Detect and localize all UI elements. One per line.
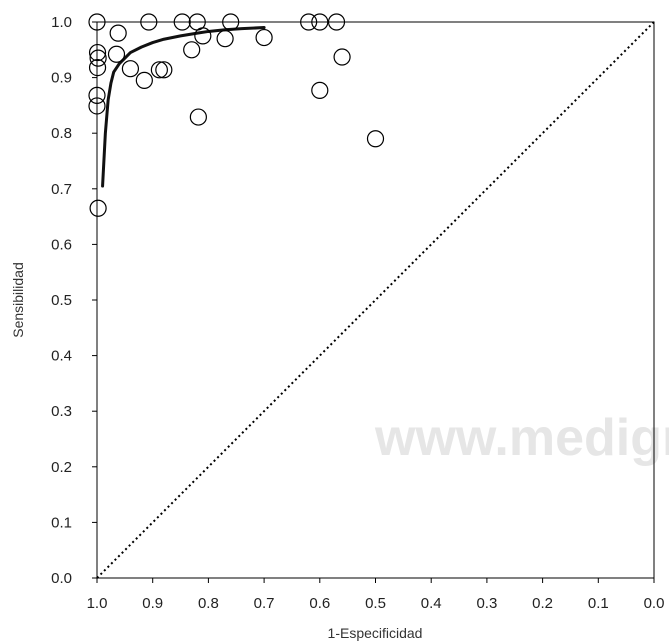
x-tick-label: 0.3	[476, 595, 497, 612]
study-point	[109, 24, 127, 42]
study-point	[333, 48, 351, 66]
y-ticks: 0.0 0.1 0.2 0.3 0.4 0.5 0.6 0.7 0.8 0.9 1.0	[51, 14, 97, 587]
y-tick-label: 1.0	[51, 14, 72, 31]
study-point	[88, 43, 107, 62]
x-tick-label: 0.1	[588, 595, 609, 612]
watermark-text: www.medigraphic	[374, 409, 669, 467]
x-tick-label: 0.4	[421, 595, 442, 612]
y-tick-label: 0.3	[51, 403, 72, 420]
study-point	[189, 108, 207, 126]
x-tick-label: 0.6	[309, 595, 330, 612]
y-tick-label: 0.2	[51, 459, 72, 476]
study-point	[216, 30, 234, 48]
y-tick-label: 0.4	[51, 348, 72, 365]
x-axis-title: 1-Especificidad	[328, 625, 423, 641]
x-ticks: 1.0 0.9 0.8 0.7 0.6 0.5 0.4 0.3 0.2 0.1 0.0	[87, 578, 665, 612]
study-point	[183, 41, 201, 59]
study-point	[89, 49, 107, 67]
points-layer	[88, 13, 385, 217]
study-point	[366, 130, 385, 148]
y-tick-label: 0.7	[51, 181, 72, 198]
y-tick-label: 0.6	[51, 236, 72, 253]
curve-layer	[101, 26, 266, 188]
study-point	[89, 199, 107, 217]
sroc-curve	[101, 26, 266, 188]
x-tick-label: 0.9	[142, 595, 163, 612]
x-tick-label: 0.7	[254, 595, 275, 612]
y-axis-title: Sensibilidad	[10, 262, 26, 338]
reference-diagonal	[96, 21, 655, 579]
study-point	[255, 28, 273, 47]
y-tick-label: 0.8	[51, 125, 72, 142]
x-tick-label: 0.8	[198, 595, 219, 612]
study-point	[88, 58, 107, 77]
x-tick-label: 0.2	[532, 595, 553, 612]
study-point	[107, 45, 126, 63]
y-tick-label: 0.1	[51, 514, 72, 531]
x-tick-label: 0.0	[644, 595, 665, 612]
y-tick-label: 0.9	[51, 70, 72, 87]
study-point	[194, 27, 212, 45]
study-point	[311, 81, 329, 99]
study-point	[135, 71, 153, 89]
study-point	[155, 61, 173, 79]
x-tick-label: 0.5	[365, 595, 386, 612]
reference-line-layer	[96, 21, 655, 579]
y-tick-label: 0.5	[51, 292, 72, 309]
study-point	[121, 60, 140, 78]
y-tick-label: 0.0	[51, 570, 72, 587]
study-point	[150, 61, 168, 79]
x-tick-label: 1.0	[87, 595, 108, 612]
